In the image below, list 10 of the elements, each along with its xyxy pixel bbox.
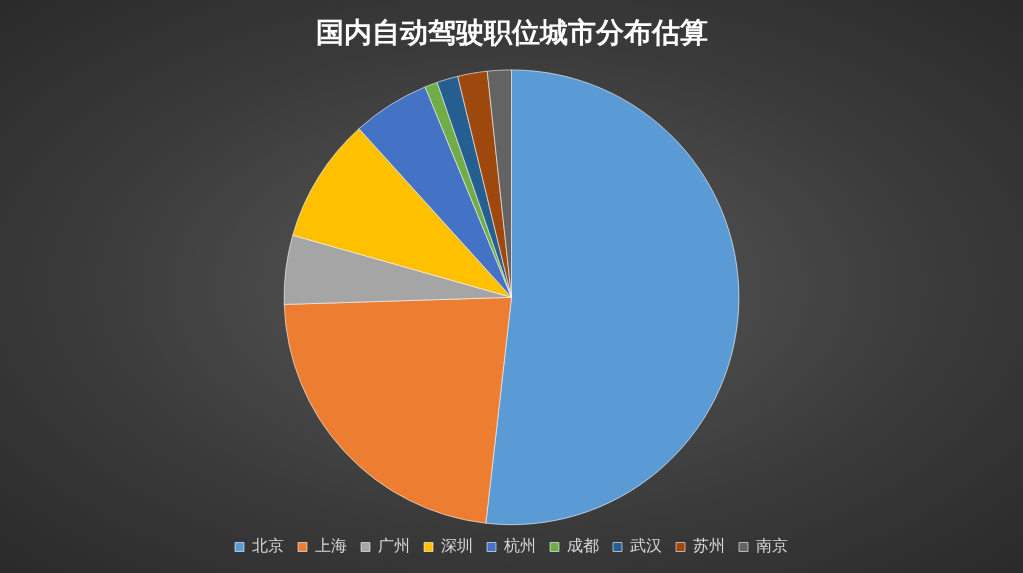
legend-label: 苏州 bbox=[693, 536, 725, 556]
legend-label: 广州 bbox=[378, 536, 410, 556]
chart-title: 国内自动驾驶职位城市分布估算 bbox=[315, 16, 708, 50]
legend-label: 上海 bbox=[315, 536, 347, 556]
legend-label: 深圳 bbox=[441, 536, 473, 556]
legend-label: 杭州 bbox=[503, 536, 536, 556]
legend-label: 北京 bbox=[252, 536, 284, 556]
legend-label: 南京 bbox=[756, 536, 788, 556]
legend-label: 武汉 bbox=[630, 536, 662, 556]
legend-label: 成都 bbox=[567, 536, 599, 556]
